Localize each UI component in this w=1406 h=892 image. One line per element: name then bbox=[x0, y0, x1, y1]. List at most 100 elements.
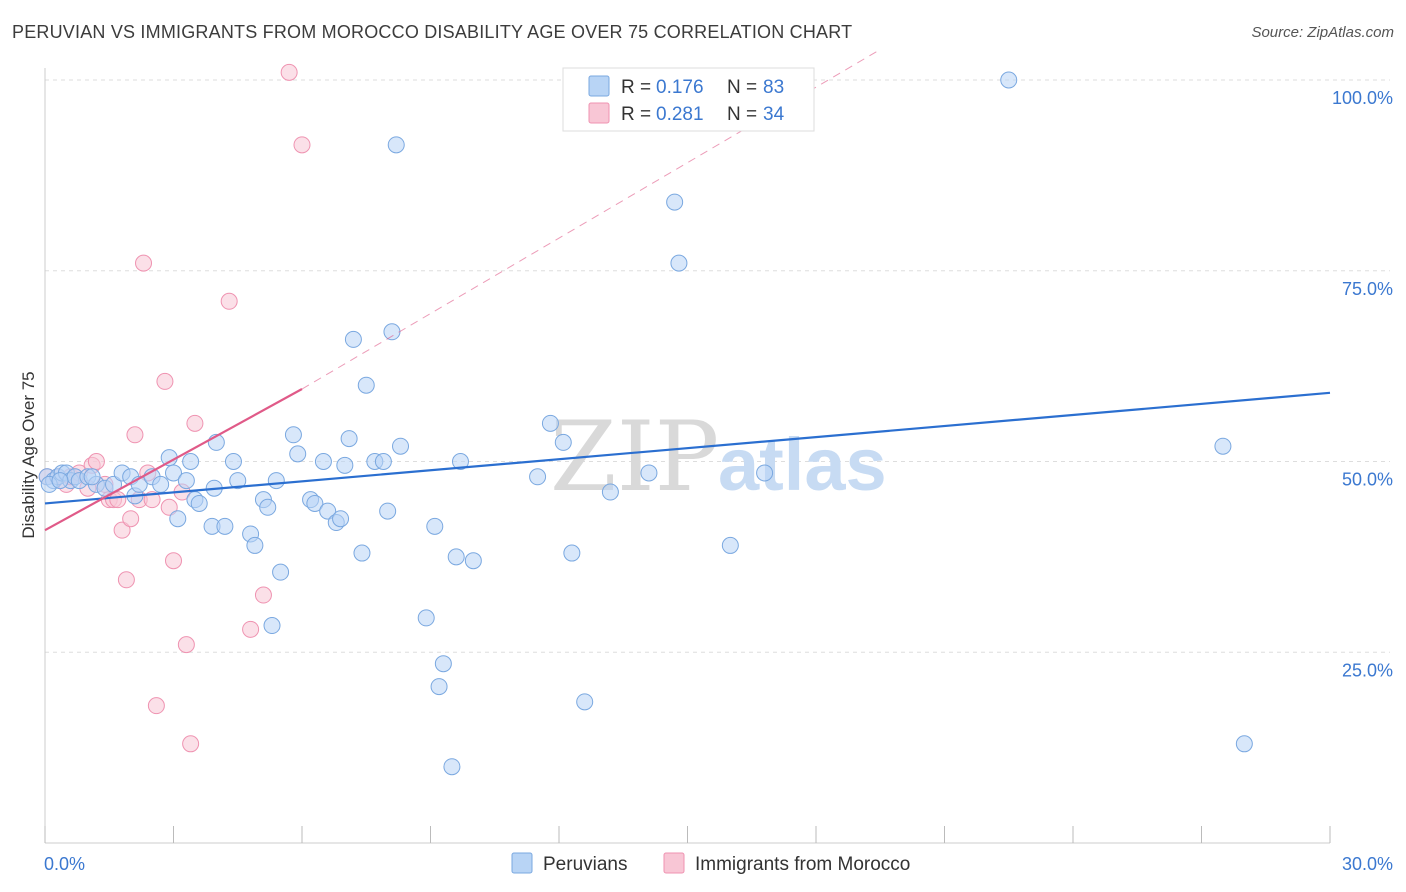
peruvian-point-56 bbox=[392, 437, 410, 455]
morocco-point-30 bbox=[242, 620, 260, 638]
peruvian-point-21 bbox=[177, 472, 195, 490]
peruvian-point-30 bbox=[229, 472, 247, 490]
morocco-point-13 bbox=[113, 521, 131, 539]
peruvian-point-35 bbox=[267, 472, 285, 490]
peruvian-point-67 bbox=[554, 433, 572, 451]
stats-legend: R = 0.176 N = 83 R = 0.281 N = 34 bbox=[562, 67, 815, 132]
peruvian-point-62 bbox=[447, 548, 465, 566]
peruvian-point-54 bbox=[383, 323, 401, 341]
legend-n-label-morocco: N = bbox=[727, 104, 757, 125]
morocco-point-33 bbox=[293, 136, 311, 154]
peruvian-point-28 bbox=[216, 517, 234, 535]
peruvian-point-68 bbox=[563, 544, 581, 562]
peruvian-point-70 bbox=[601, 483, 619, 501]
y-tick-label-3: 100.0% bbox=[1332, 88, 1393, 108]
peruvian-point-46 bbox=[336, 456, 354, 474]
peruvian-point-34 bbox=[259, 498, 277, 516]
morocco-point-18 bbox=[135, 254, 153, 272]
peruvian-point-82 bbox=[83, 468, 101, 486]
morocco-point-16 bbox=[126, 426, 144, 444]
peruvian-point-79 bbox=[1235, 735, 1253, 753]
morocco-point-14 bbox=[117, 571, 135, 589]
peruvian-point-72 bbox=[640, 464, 658, 482]
morocco-point-26 bbox=[177, 636, 195, 654]
series-legend: Peruvians Immigrants from Morocco bbox=[511, 852, 910, 875]
morocco-point-15 bbox=[122, 510, 140, 528]
morocco-point-32 bbox=[280, 63, 298, 81]
peruvian-point-49 bbox=[353, 544, 371, 562]
y-tick-label-2: 75.0% bbox=[1342, 279, 1393, 299]
peruvian-point-60 bbox=[434, 655, 452, 673]
morocco-point-8 bbox=[87, 453, 105, 470]
morocco-point-24 bbox=[165, 552, 182, 570]
peruvian-point-22 bbox=[182, 453, 200, 470]
morocco-point-22 bbox=[156, 372, 174, 390]
x-tick-label-0: 0.0% bbox=[44, 854, 85, 874]
peruvian-point-42 bbox=[314, 453, 332, 470]
peruvian-point-47 bbox=[340, 430, 358, 448]
peruvian-point-48 bbox=[344, 330, 362, 348]
morocco-point-21 bbox=[147, 697, 165, 715]
legend-swatch-morocco bbox=[588, 102, 610, 124]
bottom-legend-label-peruvians: Peruvians bbox=[543, 854, 628, 875]
y-axis-label: Disability Age Over 75 bbox=[19, 371, 38, 538]
peruvian-point-66 bbox=[541, 414, 559, 432]
source-credit: Source: ZipAtlas.com bbox=[1251, 24, 1394, 41]
peruvian-point-59 bbox=[430, 678, 448, 696]
gridlines bbox=[45, 79, 1390, 653]
peruvian-point-52 bbox=[374, 453, 392, 470]
peruvian-point-73 bbox=[666, 193, 684, 211]
morocco-point-31 bbox=[254, 586, 272, 604]
peruvian-point-39 bbox=[289, 445, 307, 463]
bottom-legend-swatch-morocco bbox=[663, 852, 685, 874]
peruvian-point-61 bbox=[443, 758, 461, 776]
peruvian-point-45 bbox=[332, 510, 350, 528]
peruvian-point-19 bbox=[165, 464, 182, 482]
trend-lines bbox=[44, 49, 1331, 532]
morocco-point-27 bbox=[182, 735, 200, 753]
morocco-point-28 bbox=[186, 414, 204, 432]
chart-title: PERUVIAN VS IMMIGRANTS FROM MOROCCO DISA… bbox=[12, 22, 853, 42]
peruvian-point-55 bbox=[387, 136, 405, 154]
peruvian-point-76 bbox=[756, 464, 774, 482]
peruvian-point-77 bbox=[1000, 71, 1018, 89]
peruvian-point-75 bbox=[721, 536, 739, 554]
legend-n-value-peruvians: 83 bbox=[763, 77, 784, 98]
bottom-legend-label-morocco: Immigrants from Morocco bbox=[695, 854, 910, 875]
morocco-point-23 bbox=[160, 498, 178, 516]
tick-labels: 25.0% 50.0% 75.0% 100.0% 0.0% 30.0% bbox=[44, 88, 1393, 874]
y-tick-label-0: 25.0% bbox=[1342, 660, 1393, 680]
peruvian-point-37 bbox=[263, 617, 281, 635]
peruvian-point-24 bbox=[190, 494, 208, 512]
peruvian-point-57 bbox=[417, 609, 435, 627]
peruvian-point-50 bbox=[357, 376, 375, 394]
peruvian-point-17 bbox=[152, 475, 170, 493]
legend-r-value-peruvians: 0.176 bbox=[656, 77, 704, 98]
legend-r-value-morocco: 0.281 bbox=[656, 104, 704, 125]
peruvian-point-69 bbox=[576, 693, 594, 711]
legend-n-label-peruvians: N = bbox=[727, 77, 757, 98]
y-tick-label-1: 50.0% bbox=[1342, 470, 1393, 490]
peruvian-point-36 bbox=[272, 563, 290, 581]
peruvian-point-63 bbox=[451, 453, 469, 470]
peruvian-point-20 bbox=[169, 510, 187, 528]
peruvian-point-78 bbox=[1214, 437, 1232, 455]
watermark-atlas: atlas bbox=[718, 423, 887, 506]
peruvian-point-38 bbox=[284, 426, 302, 444]
peruvian-point-43 bbox=[319, 502, 337, 520]
peruvian-point-74 bbox=[670, 254, 688, 272]
axes bbox=[44, 68, 1331, 844]
legend-r-label-morocco: R = bbox=[621, 104, 651, 125]
peruvian-point-81 bbox=[51, 472, 69, 490]
peruvian-point-29 bbox=[224, 453, 242, 470]
series-peruvians-points bbox=[38, 71, 1253, 776]
legend-r-label-peruvians: R = bbox=[621, 77, 651, 98]
legend-swatch-peruvians bbox=[588, 75, 610, 97]
peruvians-trend-line bbox=[44, 391, 1331, 505]
morocco-point-29 bbox=[220, 292, 238, 310]
peruvian-point-32 bbox=[246, 536, 264, 554]
legend-n-value-morocco: 34 bbox=[763, 104, 785, 125]
x-tick-label-1: 30.0% bbox=[1342, 854, 1393, 874]
peruvian-point-64 bbox=[464, 552, 482, 570]
